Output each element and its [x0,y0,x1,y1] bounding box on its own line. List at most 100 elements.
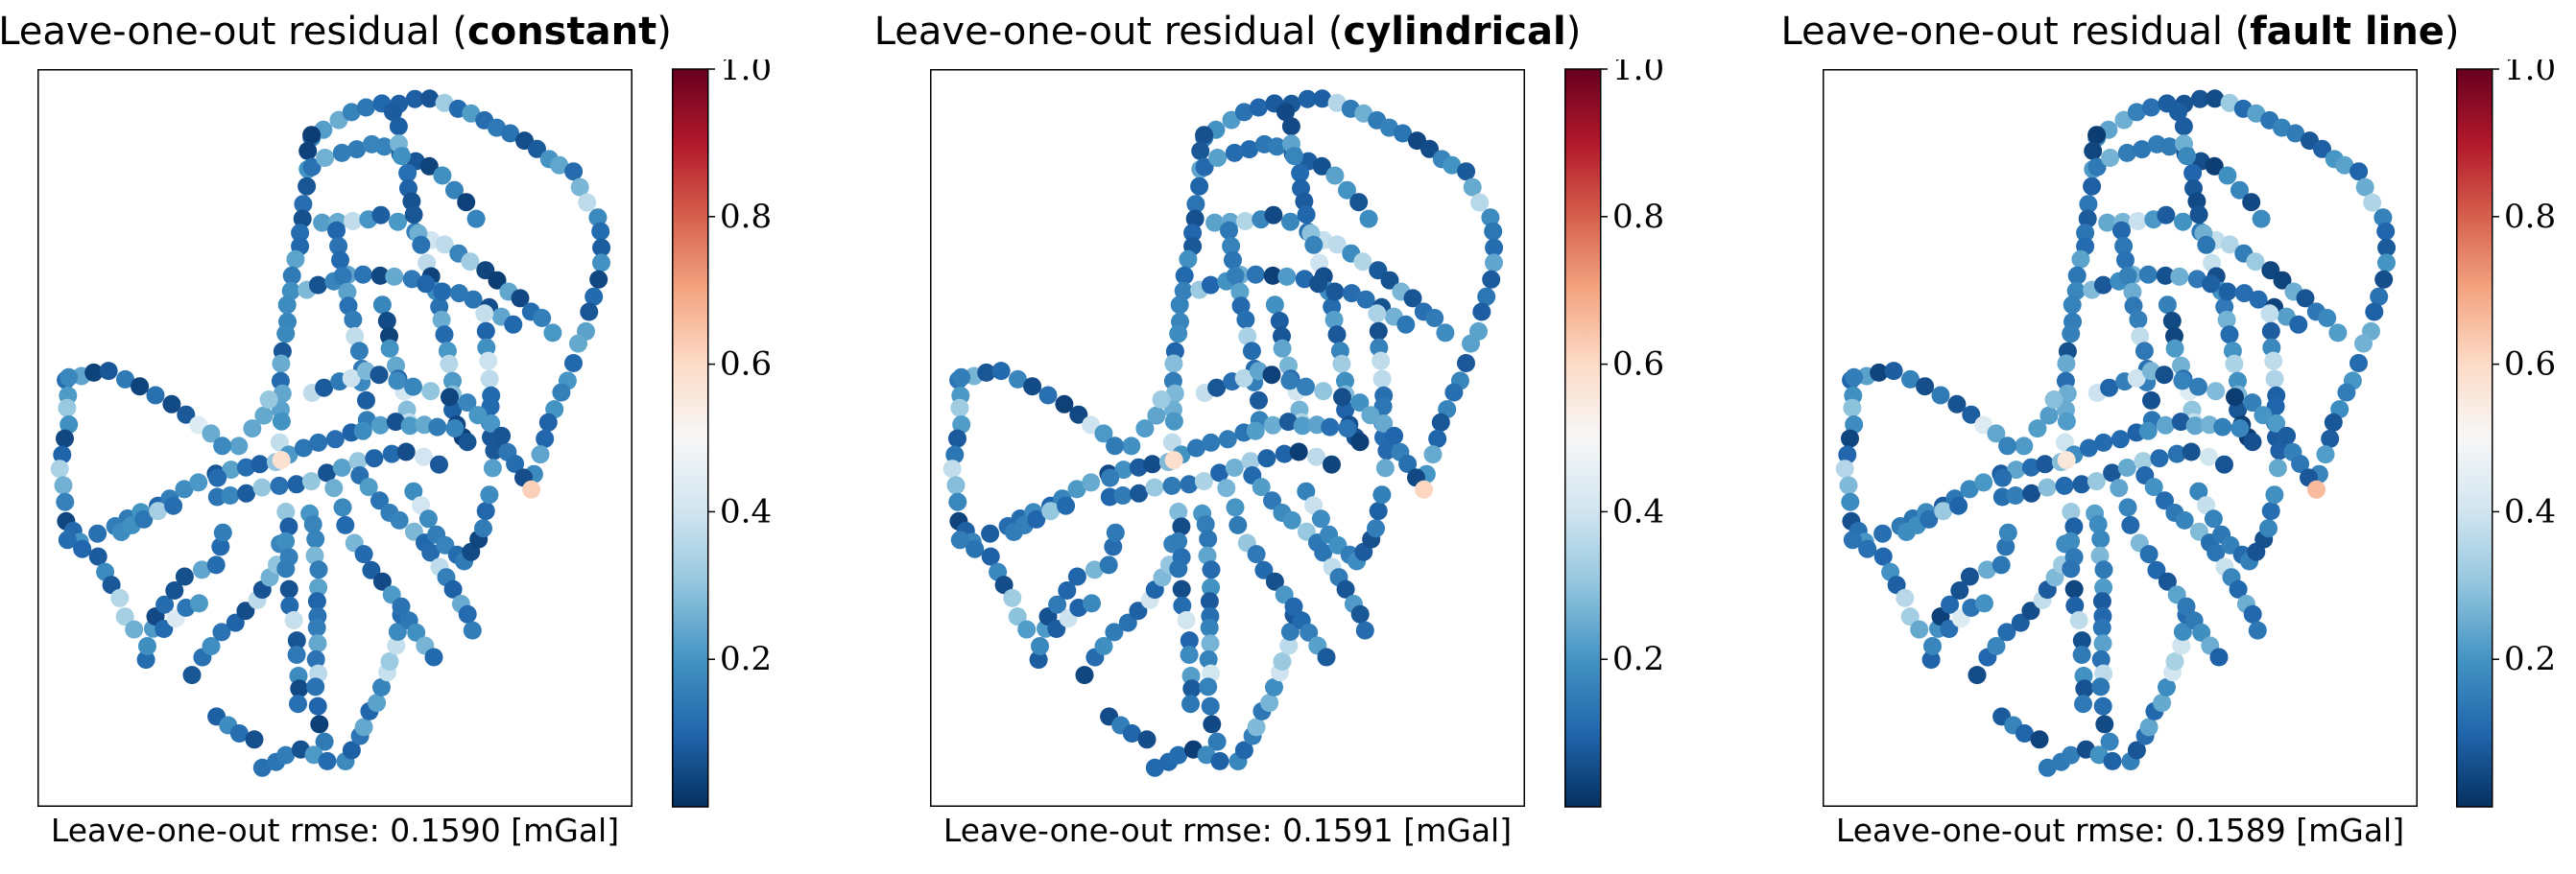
data-point [1017,620,1037,639]
data-point [276,559,296,579]
data-point [1297,377,1315,396]
data-point [356,98,375,117]
data-point [2015,724,2034,743]
data-point [2220,235,2239,254]
data-point [2365,302,2384,321]
data-point [1960,567,1979,586]
data-point [1962,405,1981,424]
data-point [2328,323,2348,343]
data-point [480,485,499,505]
data-point [1896,588,1915,607]
data-point [254,406,274,425]
data-point [2071,249,2090,269]
data-point [1198,546,1217,565]
data-point [1226,267,1245,286]
data-point [1238,327,1257,345]
data-point [1369,502,1388,521]
scatter-plot-area [1823,69,2418,807]
data-point [115,607,134,626]
data-point [1264,205,1283,224]
data-point [2230,419,2250,437]
data-point [479,351,498,370]
data-point [1201,634,1220,653]
data-point [2091,650,2111,669]
data-point [2242,193,2261,212]
colorbar: 1.0 0.8 0.6 0.4 0.2 [672,59,772,808]
data-point [1217,479,1236,498]
data-point [1145,758,1164,777]
data-point [424,648,443,667]
data-point [1996,537,2015,556]
data-point [1129,458,1148,477]
data-point [1106,437,1125,456]
data-point [1277,267,1297,286]
data-point [2167,444,2186,463]
data-point [1920,509,1939,529]
data-point [2291,455,2310,473]
data-point [116,369,134,389]
data-point [466,209,486,228]
data-point [2213,417,2232,437]
data-point [407,623,426,642]
data-point [2268,459,2287,478]
data-point [50,460,69,479]
data-point [293,209,312,228]
data-point [357,390,375,410]
data-point [1067,567,1086,586]
rmse-label: Leave-one-out rmse: 0.1589 [mGal] [1835,812,2405,849]
data-point [2215,455,2233,474]
data-point [1481,208,1500,227]
data-point [2062,324,2081,343]
data-point [1278,413,1298,432]
data-point [538,413,558,432]
data-point [84,363,104,382]
data-point [306,677,325,697]
data-point [344,310,363,329]
data-point [952,415,971,434]
data-point [1998,437,2017,456]
data-point [2141,98,2160,117]
data-point [1177,611,1196,629]
data-point [1099,555,1118,575]
data-point [440,354,459,373]
data-point [2229,579,2248,599]
data-point [390,510,409,530]
data-point [229,724,249,743]
data-point [2373,208,2393,227]
colorbar-tick-label: 0.2 [1612,640,1664,678]
data-point [1396,315,1416,334]
data-point [377,312,396,330]
data-point [441,388,459,407]
colorbar-gradient [2456,68,2493,808]
data-point [1055,394,1074,413]
data-point [327,221,346,240]
data-point [1327,325,1347,344]
data-point [58,398,77,417]
data-point [1359,209,1378,228]
data-point [291,224,310,243]
data-point [2057,412,2076,431]
data-point [354,545,373,564]
data-point [1265,295,1284,315]
data-point [1325,282,1345,301]
data-point [421,543,441,562]
data-point [252,758,272,777]
data-point [353,265,372,284]
data-point [1129,602,1148,621]
data-point [2249,290,2268,309]
data-point [2021,458,2040,477]
data-point [1147,406,1166,425]
data-point [2094,433,2113,452]
data-point [2170,267,2189,286]
data-point [213,523,232,542]
data-point [2175,510,2194,530]
data-point [1240,140,1259,159]
data-point [1323,455,1341,474]
data-point [1135,419,1155,438]
data-point [2313,139,2331,158]
data-point [2090,546,2110,565]
data-point [1304,235,1324,254]
title-prefix: Leave-one-out residual ( [0,10,467,54]
data-point [1172,517,1191,536]
data-point [1275,444,1294,463]
